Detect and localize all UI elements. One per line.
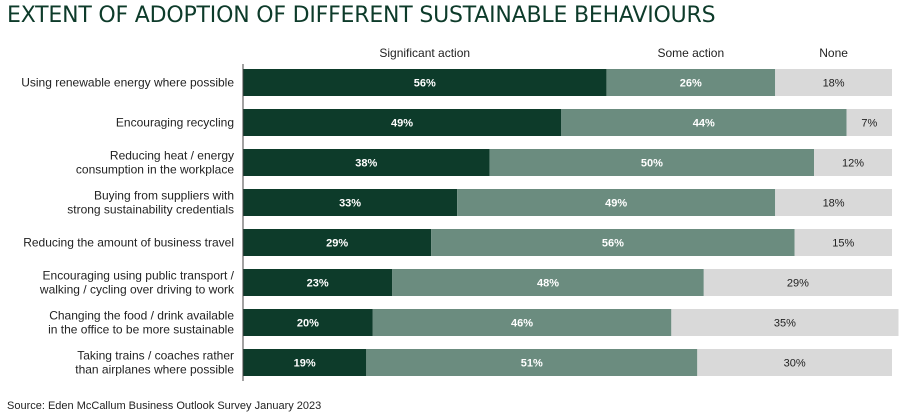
data-label: 7% <box>861 118 877 130</box>
legend-label-1: Some action <box>657 46 724 60</box>
bar-segment-1 <box>372 309 672 336</box>
bar-segment-0 <box>243 229 432 256</box>
bar-segment-0 <box>243 109 562 136</box>
data-label: 30% <box>784 358 806 370</box>
category-label: consumption in the workplace <box>76 163 234 177</box>
data-label: 18% <box>823 78 845 90</box>
data-label: 29% <box>326 238 348 250</box>
bar-segment-1 <box>561 109 847 136</box>
data-label: 29% <box>787 278 809 290</box>
data-label: 33% <box>339 198 361 210</box>
bar-segment-2 <box>703 269 892 296</box>
category-label: Buying from suppliers with <box>94 189 234 203</box>
bar-segment-2 <box>794 229 892 256</box>
data-label: 49% <box>391 118 413 130</box>
chart-title: EXTENT OF ADOPTION OF DIFFERENT SUSTAINA… <box>7 3 716 28</box>
legend-label-0: Significant action <box>379 46 470 60</box>
category-label: Changing the food / drink available <box>49 309 234 323</box>
data-label: 19% <box>294 358 316 370</box>
bar-segment-0 <box>243 309 373 336</box>
data-label: 35% <box>774 318 796 330</box>
legend-label-2: None <box>819 46 848 60</box>
category-label: Reducing heat / energy <box>110 149 234 163</box>
bar-segment-2 <box>697 349 892 376</box>
bar-segment-1 <box>489 149 815 176</box>
bar-segment-0 <box>243 189 458 216</box>
bar-segment-2 <box>846 109 892 136</box>
data-label: 50% <box>641 158 663 170</box>
data-label: 15% <box>832 238 854 250</box>
bar-segment-1 <box>431 229 795 256</box>
data-label: 56% <box>414 78 436 90</box>
data-label: 56% <box>602 238 624 250</box>
bar-segment-1 <box>392 269 704 296</box>
data-label: 12% <box>842 158 864 170</box>
bar-segment-1 <box>366 349 698 376</box>
bar-segment-0 <box>243 349 367 376</box>
bar-segment-2 <box>814 149 892 176</box>
data-label: 23% <box>307 278 329 290</box>
category-label: Reducing the amount of business travel <box>23 236 234 250</box>
category-label: Using renewable energy where possible <box>21 76 234 90</box>
category-label: Encouraging recycling <box>116 116 234 130</box>
data-label: 18% <box>823 198 845 210</box>
data-label: 26% <box>680 78 702 90</box>
category-label: Encouraging using public transport / <box>43 269 235 283</box>
category-label: than airplanes where possible <box>75 363 234 377</box>
category-label: Taking trains / coaches rather <box>77 349 234 363</box>
category-label: in the office to be more sustainable <box>48 323 234 337</box>
source-note: Source: Eden McCallum Business Outlook S… <box>7 400 322 412</box>
data-label: 44% <box>693 118 715 130</box>
data-label: 38% <box>355 158 377 170</box>
bar-segment-0 <box>243 149 490 176</box>
data-label: 51% <box>521 358 543 370</box>
category-label: walking / cycling over driving to work <box>39 283 235 297</box>
bar-segment-2 <box>775 69 892 96</box>
bar-segment-0 <box>243 69 607 96</box>
bar-segment-1 <box>457 189 776 216</box>
data-label: 48% <box>537 278 559 290</box>
data-label: 46% <box>511 318 533 330</box>
bar-segment-2 <box>671 309 899 336</box>
bar-segment-1 <box>606 69 776 96</box>
data-label: 49% <box>605 198 627 210</box>
category-label: strong sustainability credentials <box>67 203 234 217</box>
bar-segment-2 <box>775 189 892 216</box>
bar-segment-0 <box>243 269 393 296</box>
data-label: 20% <box>297 318 319 330</box>
